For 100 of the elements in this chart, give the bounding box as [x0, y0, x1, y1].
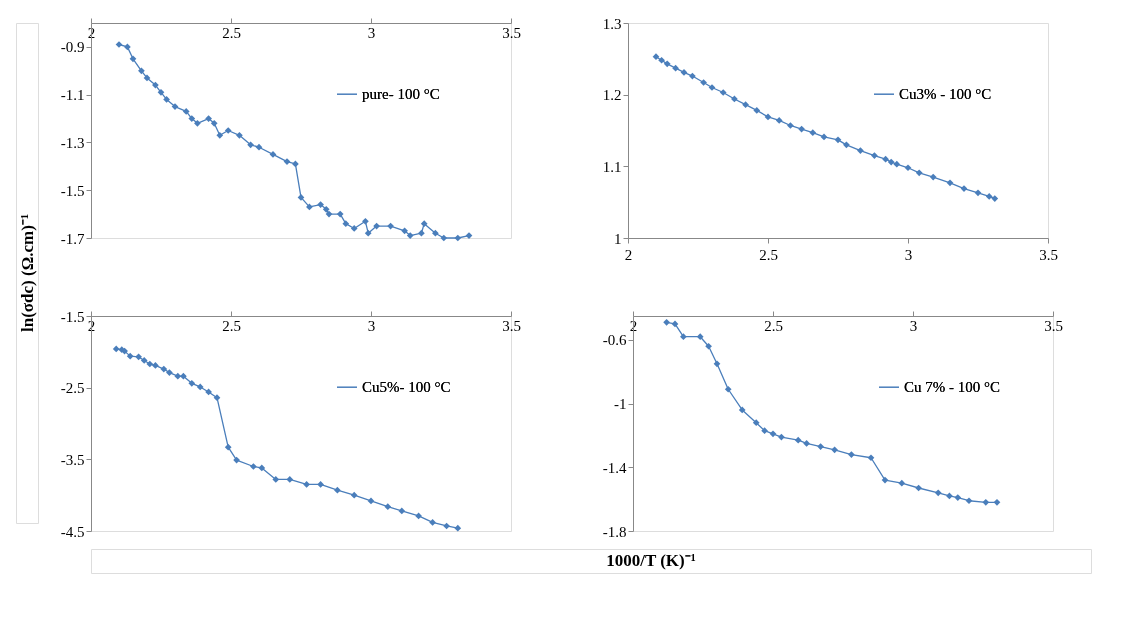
point — [250, 463, 257, 470]
point — [705, 342, 712, 350]
point — [174, 372, 182, 380]
point — [258, 464, 266, 472]
point — [373, 222, 380, 230]
point — [325, 210, 333, 218]
point — [764, 113, 772, 121]
point — [350, 225, 358, 232]
point — [742, 101, 749, 109]
point — [738, 406, 746, 414]
point — [342, 220, 350, 228]
point — [929, 173, 937, 181]
point — [803, 440, 810, 447]
point — [364, 229, 372, 237]
x-tick-label: 3 — [904, 246, 913, 263]
point — [205, 115, 212, 122]
point — [893, 160, 901, 168]
point — [415, 512, 422, 520]
point — [124, 43, 131, 51]
point — [857, 147, 864, 154]
point — [993, 498, 1001, 506]
point — [787, 122, 794, 129]
y-tick-label: 1.1 — [602, 158, 622, 175]
point — [152, 81, 159, 89]
point — [272, 476, 280, 483]
point — [247, 141, 254, 149]
point — [887, 158, 895, 166]
point — [954, 494, 962, 501]
point — [401, 227, 408, 235]
y-tick-label: -1.7 — [60, 230, 85, 247]
point — [140, 357, 148, 364]
y-tick-label: -3.5 — [60, 451, 85, 468]
point — [182, 108, 190, 115]
point — [163, 96, 170, 103]
y-tick-label: -1.4 — [602, 459, 627, 476]
point — [367, 497, 375, 505]
point — [440, 234, 448, 242]
point — [418, 229, 425, 237]
x-tick-label: 3.5 — [1039, 246, 1058, 263]
x-tick-label: 3.5 — [502, 24, 521, 41]
point — [454, 524, 462, 532]
point — [146, 360, 154, 368]
point — [255, 143, 263, 151]
point — [362, 217, 369, 225]
point — [817, 443, 824, 450]
point — [713, 360, 721, 368]
y-tick-label: -1.1 — [60, 87, 85, 104]
x-tick-label: 3.5 — [502, 317, 521, 334]
x-axis-title: 1000/T (K)⁻¹ — [606, 551, 696, 570]
point — [292, 160, 299, 168]
point — [898, 479, 906, 487]
point — [652, 53, 660, 61]
point — [820, 133, 828, 141]
point — [420, 220, 428, 228]
point — [216, 131, 224, 139]
point — [672, 64, 679, 72]
y-tick-label: -1.3 — [60, 134, 85, 151]
point — [731, 95, 738, 103]
point — [982, 498, 990, 506]
point — [904, 164, 912, 172]
y-tick-label: -1 — [614, 396, 627, 413]
x-tick-label: 3 — [367, 24, 376, 41]
point — [398, 507, 406, 515]
point — [160, 365, 168, 373]
point — [991, 195, 999, 202]
point — [180, 372, 187, 380]
point — [317, 481, 324, 488]
point — [658, 56, 665, 64]
point — [946, 492, 953, 500]
point — [752, 419, 760, 427]
point — [843, 141, 850, 149]
point — [663, 60, 671, 68]
y-tick-label: -1.8 — [602, 523, 627, 540]
x-tick-label: 3 — [367, 317, 376, 334]
point — [671, 320, 679, 328]
point — [724, 385, 732, 393]
point — [881, 476, 889, 484]
y-tick-label: -1.5 — [60, 182, 85, 199]
point — [112, 345, 120, 353]
point — [224, 443, 232, 451]
point — [350, 491, 358, 499]
point — [188, 380, 196, 387]
point — [974, 189, 982, 197]
y-tick-label: -2.5 — [60, 380, 85, 397]
point — [700, 79, 707, 86]
y-tick-label: 1 — [614, 230, 622, 247]
y-tick-label: 1.3 — [602, 15, 622, 32]
point — [126, 352, 134, 360]
point — [129, 55, 137, 63]
point — [286, 476, 294, 483]
y-tick-label: -0.9 — [60, 39, 85, 56]
point — [761, 427, 768, 435]
point — [317, 201, 324, 208]
y-axis-title: ln(σdc) (Ω.cm)⁻¹ — [18, 214, 37, 332]
point — [794, 436, 802, 444]
point — [303, 481, 310, 488]
point — [334, 486, 341, 494]
point — [432, 229, 439, 237]
point — [135, 353, 142, 361]
x-tick-label: 2.5 — [222, 317, 241, 334]
